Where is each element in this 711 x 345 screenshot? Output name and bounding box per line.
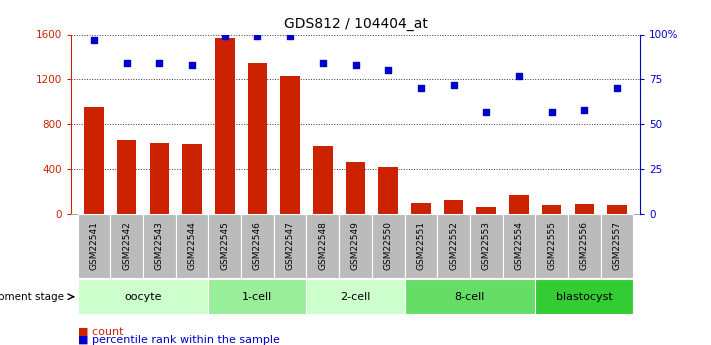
Bar [437, 214, 470, 278]
Bar [84, 107, 104, 214]
Bar [509, 195, 529, 214]
Text: ■ percentile rank within the sample: ■ percentile rank within the sample [78, 335, 280, 345]
Text: GSM22547: GSM22547 [286, 221, 294, 270]
Bar [574, 204, 594, 214]
Point [252, 33, 263, 39]
Bar [274, 214, 306, 278]
Title: GDS812 / 104404_at: GDS812 / 104404_at [284, 17, 427, 31]
Text: GSM22549: GSM22549 [351, 221, 360, 270]
Point [121, 60, 132, 66]
Bar [470, 214, 503, 278]
Text: GSM22551: GSM22551 [417, 221, 425, 270]
Text: GSM22543: GSM22543 [155, 221, 164, 270]
Bar [339, 214, 372, 278]
Text: GSM22552: GSM22552 [449, 221, 458, 270]
Text: GSM22542: GSM22542 [122, 221, 131, 270]
Point [317, 60, 328, 66]
Bar [476, 207, 496, 214]
Bar [444, 200, 464, 214]
Point [579, 107, 590, 112]
Text: blastocyst: blastocyst [556, 292, 613, 302]
Bar [110, 214, 143, 278]
Bar [503, 214, 535, 278]
Bar [405, 214, 437, 278]
Text: GSM22550: GSM22550 [384, 221, 392, 270]
Bar [149, 143, 169, 214]
Text: development stage: development stage [0, 292, 64, 302]
Bar [411, 203, 431, 214]
Point [88, 37, 100, 43]
Bar [535, 214, 568, 278]
Bar [313, 146, 333, 214]
Bar [535, 279, 634, 314]
Bar [568, 214, 601, 278]
Point [513, 73, 525, 79]
Text: GSM22556: GSM22556 [580, 221, 589, 270]
Point [383, 68, 394, 73]
Text: GSM22544: GSM22544 [188, 221, 196, 270]
Point [415, 86, 427, 91]
Point [350, 62, 361, 68]
Text: GSM22546: GSM22546 [253, 221, 262, 270]
Bar [77, 279, 208, 314]
Point [154, 60, 165, 66]
Text: 1-cell: 1-cell [242, 292, 272, 302]
Bar [182, 144, 202, 214]
Bar [601, 214, 634, 278]
Text: GSM22548: GSM22548 [319, 221, 327, 270]
Bar [372, 214, 405, 278]
Bar [176, 214, 208, 278]
Bar [306, 279, 405, 314]
Text: ■ count: ■ count [78, 326, 124, 336]
Bar [241, 214, 274, 278]
Text: GSM22553: GSM22553 [482, 221, 491, 270]
Point [284, 33, 296, 39]
Text: oocyte: oocyte [124, 292, 162, 302]
Bar [405, 279, 535, 314]
Text: GSM22555: GSM22555 [547, 221, 556, 270]
Bar [77, 214, 110, 278]
Bar [143, 214, 176, 278]
Point [611, 86, 623, 91]
Bar [607, 206, 627, 214]
Bar [306, 214, 339, 278]
Text: GSM22554: GSM22554 [515, 221, 523, 270]
Point [219, 33, 230, 39]
Bar [247, 62, 267, 214]
Point [481, 109, 492, 115]
Bar [378, 167, 398, 214]
Point [186, 62, 198, 68]
Bar [208, 214, 241, 278]
Bar [117, 140, 137, 214]
Text: GSM22557: GSM22557 [612, 221, 621, 270]
Point [448, 82, 459, 88]
Text: GSM22541: GSM22541 [90, 221, 99, 270]
Point [546, 109, 557, 115]
Bar [215, 38, 235, 214]
Text: 8-cell: 8-cell [455, 292, 485, 302]
Text: GSM22545: GSM22545 [220, 221, 229, 270]
Bar [208, 279, 306, 314]
Bar [346, 162, 365, 214]
Bar [542, 205, 562, 214]
Bar [280, 76, 300, 214]
Text: 2-cell: 2-cell [341, 292, 370, 302]
